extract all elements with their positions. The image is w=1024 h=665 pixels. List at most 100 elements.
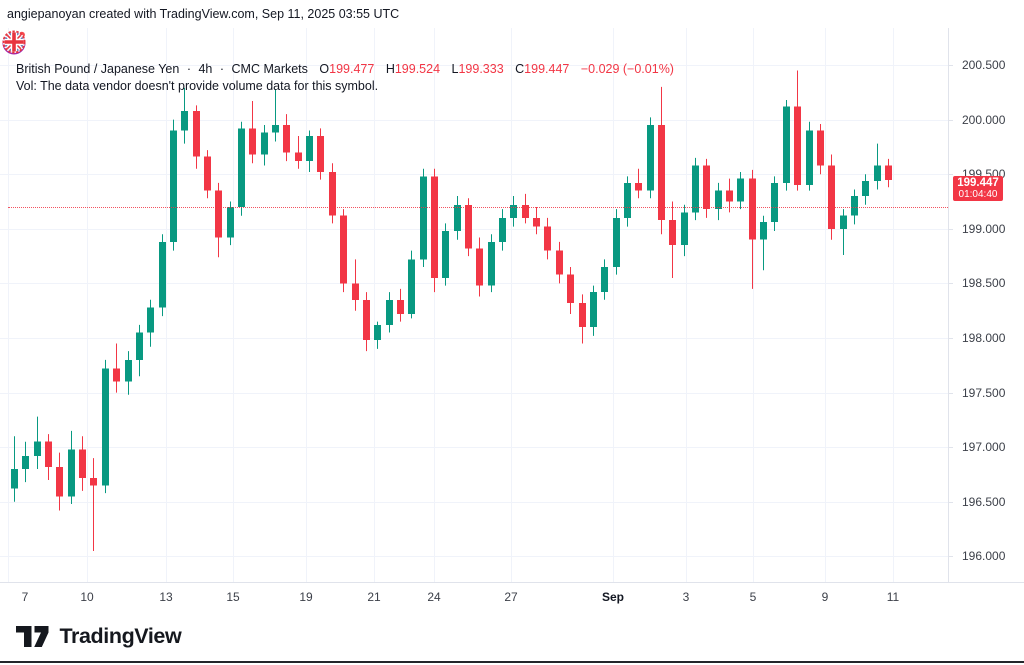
candle-body <box>317 135 324 173</box>
high-label: H <box>385 62 395 76</box>
bar-countdown: 01:04:40 <box>958 189 998 200</box>
candle-body <box>476 248 483 286</box>
tradingview-logo-mark <box>16 625 49 647</box>
price-axis-label: 200.000 <box>962 112 1006 127</box>
candle-body <box>510 204 517 218</box>
candle-body <box>329 172 336 216</box>
candle-body <box>340 215 347 284</box>
candle-body <box>806 130 813 186</box>
price-axis-label: 199.000 <box>962 221 1006 236</box>
candle-body <box>306 135 313 162</box>
candlestick-chart[interactable] <box>0 28 948 582</box>
candle-body <box>170 130 177 242</box>
low-value: 199.333 <box>458 62 504 76</box>
candle-body <box>681 212 688 246</box>
candle-body <box>715 190 722 210</box>
change-value: −0.029 (−0.01%) <box>580 62 674 76</box>
interval-label[interactable]: 4h <box>198 62 213 76</box>
candle-body <box>90 477 97 486</box>
candle-body <box>749 178 756 240</box>
chart-pane[interactable]: British Pound / Japanese Yen · 4h · CMC … <box>0 28 948 582</box>
high-value: 199.524 <box>394 62 441 76</box>
legend-separator: · <box>219 62 225 76</box>
price-scale[interactable]: 200.500 200.000 199.500 199.000 198.500 198.0… <box>948 28 1024 582</box>
exchange-label: CMC Markets <box>231 62 308 76</box>
price-tick <box>949 174 953 176</box>
price-axis-label: 197.000 <box>962 440 1006 455</box>
time-axis-label: 19 <box>299 590 313 604</box>
candle-body <box>193 110 200 157</box>
candle-body <box>499 217 506 242</box>
candle-body <box>363 299 370 341</box>
price-tick <box>949 556 953 558</box>
time-axis-label: 13 <box>159 590 173 604</box>
gbp-flag-icon[interactable] <box>0 28 28 56</box>
price-tick <box>949 65 953 66</box>
candle-body <box>56 466 63 497</box>
candle-body <box>34 441 41 456</box>
tradingview-logo[interactable]: TradingView <box>16 624 182 654</box>
open-label: O <box>319 62 330 76</box>
candle-body <box>635 182 642 191</box>
candle-body <box>601 267 608 293</box>
price-tick <box>949 283 953 285</box>
candle-body <box>261 132 268 155</box>
candle-body <box>783 106 790 183</box>
candle-body <box>726 190 733 202</box>
candle-body <box>794 106 801 186</box>
candle-body <box>397 299 404 314</box>
candle-body <box>181 110 188 131</box>
candle-body <box>760 222 767 240</box>
footer: TradingView <box>0 612 1024 663</box>
price-axis-label: 196.000 <box>962 549 1006 564</box>
candle-body <box>488 241 495 286</box>
volume-note: Vol: The data vendor doesn't provide vol… <box>16 79 379 93</box>
time-scale[interactable]: 7 10 13 15 19 21 24 27 Sep 3 5 9 11 <box>0 582 1024 613</box>
candle-body <box>647 125 654 191</box>
candle-body <box>147 307 154 333</box>
symbol-title[interactable]: British Pound / Japanese Yen <box>16 62 180 76</box>
close-label: C <box>515 62 525 76</box>
candle-body <box>159 241 166 308</box>
candle-body <box>204 156 211 191</box>
candle-body <box>295 152 302 162</box>
price-axis-label: 198.500 <box>962 276 1006 291</box>
candle-body <box>227 206 234 238</box>
time-axis-label: Sep <box>601 590 624 604</box>
price-tick <box>949 392 953 394</box>
price-tick <box>949 119 953 121</box>
attribution-bar: angiepanoyan created with TradingView.co… <box>0 0 1024 29</box>
candle-body <box>465 204 472 249</box>
candle-body <box>215 190 222 238</box>
candle-body <box>613 217 620 268</box>
candle-body <box>692 165 699 213</box>
candle-body <box>840 215 847 229</box>
candle-body <box>454 204 461 231</box>
candle-body <box>522 204 529 218</box>
candle-body <box>272 125 279 133</box>
bottom-border <box>0 661 1024 663</box>
candle-body <box>817 130 824 166</box>
candle-body <box>125 359 132 382</box>
candle-body <box>374 324 381 341</box>
time-axis-label: 15 <box>226 590 240 604</box>
candle-body <box>556 250 563 275</box>
close-value: 199.447 <box>524 62 570 76</box>
candle-body <box>703 165 710 210</box>
last-price-line <box>8 207 948 208</box>
candle-body <box>771 182 778 223</box>
legend-separator: · <box>186 62 191 76</box>
candle-body <box>885 165 892 180</box>
candle-body <box>79 449 86 478</box>
chart-legend[interactable]: British Pound / Japanese Yen · 4h · CMC … <box>16 61 674 94</box>
candle-body <box>874 165 881 181</box>
price-axis-label: 198.000 <box>962 331 1006 345</box>
low-label: L <box>451 62 459 76</box>
candle-body <box>283 125 290 153</box>
price-axis-label: 197.500 <box>962 385 1006 400</box>
candle-body <box>658 125 665 221</box>
candle-body <box>590 292 597 328</box>
price-tick <box>949 338 953 339</box>
candle-body <box>851 196 858 216</box>
candle-body <box>68 449 75 497</box>
